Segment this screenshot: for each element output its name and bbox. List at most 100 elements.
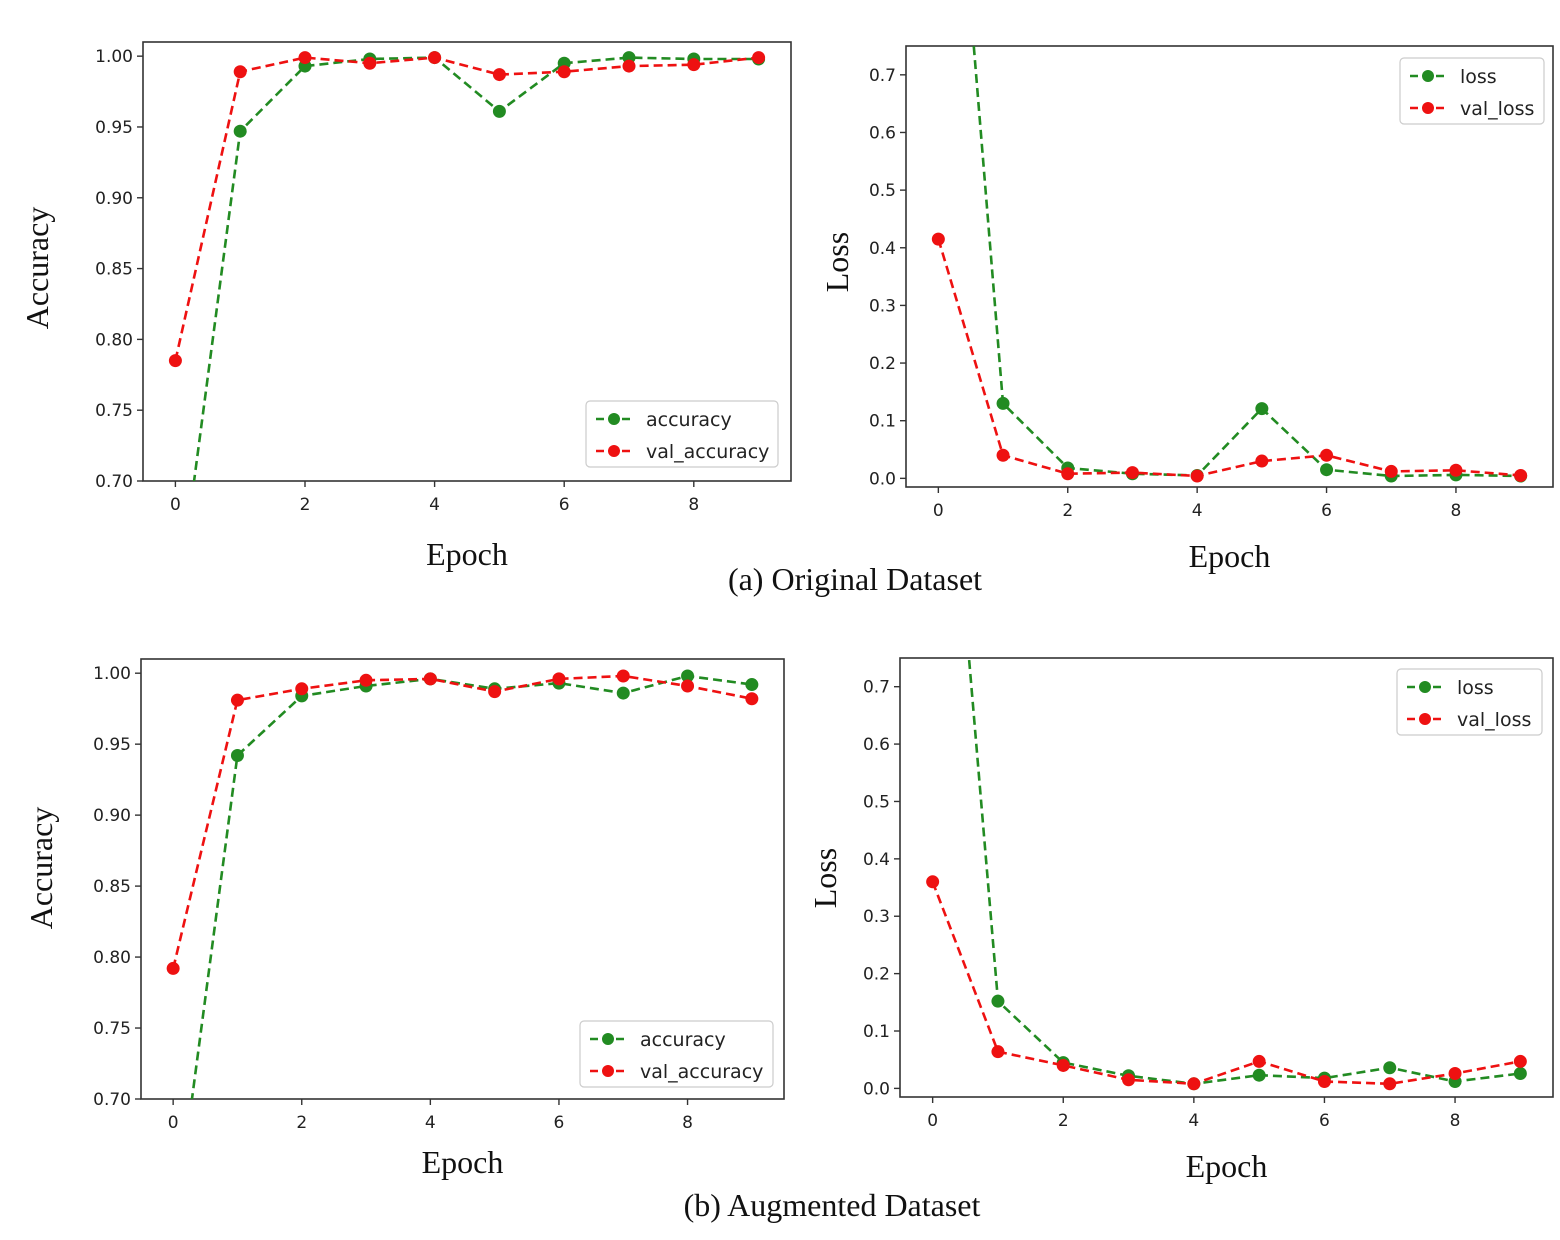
x-tick-label: 8 xyxy=(682,1113,693,1133)
point-val_loss xyxy=(1383,1077,1397,1091)
series-group xyxy=(926,221,1527,1091)
y-tick-label: 0.2 xyxy=(869,354,896,374)
x-tick-label: 4 xyxy=(425,1113,436,1133)
y-tick-label: 0.70 xyxy=(93,1090,131,1110)
x-axis-label: Epoch xyxy=(422,1144,504,1180)
point-val_loss xyxy=(926,875,940,889)
point-accuracy xyxy=(681,669,695,683)
point-accuracy xyxy=(169,616,182,629)
point-val_loss xyxy=(1320,448,1334,462)
point-val_accuracy xyxy=(428,51,442,65)
y-tick-label: 0.3 xyxy=(869,296,896,316)
legend-label: accuracy xyxy=(646,409,732,431)
legend-label: val_loss xyxy=(1457,709,1531,731)
point-val_loss xyxy=(1384,464,1398,478)
point-val_accuracy xyxy=(363,56,377,70)
legend: accuracy val_accuracy xyxy=(579,1020,774,1088)
chart-b-loss: 0.0 0.1 0.2 0.3 0.4 0.5 0.6 0.7 0 2 4 6 8 Epoch Loss lo… xyxy=(807,221,1554,1184)
y-tick-label: 0.75 xyxy=(93,1019,131,1039)
y-tick-label: 1.00 xyxy=(95,47,133,67)
y-tick-label: 0.7 xyxy=(869,66,896,86)
x-tick-label: 8 xyxy=(688,495,699,515)
y-tick-label: 0.1 xyxy=(863,1022,890,1042)
point-val_loss xyxy=(1125,466,1139,480)
point-val_loss xyxy=(1513,1054,1527,1068)
point-val_accuracy xyxy=(233,65,247,79)
x-tick-label: 4 xyxy=(1192,501,1203,521)
legend-box xyxy=(585,400,779,468)
x-tick-label: 6 xyxy=(554,1113,565,1133)
y-tick-label: 0.85 xyxy=(95,260,133,280)
x-axis-label: Epoch xyxy=(1189,538,1271,574)
point-val_accuracy xyxy=(492,68,506,82)
y-axis-label: Accuracy xyxy=(23,807,59,930)
point-val_loss xyxy=(1061,467,1075,481)
y-tick-label: 0.0 xyxy=(863,1079,890,1099)
point-loss xyxy=(1383,1061,1397,1075)
x-tick-label: 8 xyxy=(1450,1111,1461,1131)
series-line-val_accuracy xyxy=(174,56,759,361)
point-val_loss xyxy=(1252,1054,1266,1068)
x-axis-label: Epoch xyxy=(1186,1148,1268,1184)
point-val_loss xyxy=(1448,1066,1462,1080)
caption-b: (b) Augmented Dataset xyxy=(684,1187,981,1223)
point-val_loss xyxy=(1187,1077,1201,1091)
x-tick-label: 0 xyxy=(168,1113,179,1133)
y-axis-label: Loss xyxy=(807,848,843,908)
legend: loss val_loss xyxy=(1396,668,1543,736)
y-tick-label: 0.2 xyxy=(863,965,890,985)
x-tick-label: 6 xyxy=(559,495,570,515)
point-val_accuracy xyxy=(359,673,373,687)
point-val_accuracy xyxy=(166,961,180,975)
caption-a: (a) Original Dataset xyxy=(728,561,982,597)
point-val_accuracy xyxy=(681,679,695,693)
legend-label: accuracy xyxy=(640,1029,726,1051)
point-val_loss xyxy=(931,232,945,246)
point-val_loss xyxy=(991,1045,1005,1059)
chart-a-accuracy: 0.70 0.75 0.80 0.85 0.90 0.95 1.00 0 2 4 6 8 Epoch Ac… xyxy=(19,41,792,629)
y-tick-label: 0.90 xyxy=(95,189,133,209)
legend-swatch-marker xyxy=(1419,713,1431,725)
y-axis-label: Accuracy xyxy=(19,207,55,330)
legend-swatch-marker xyxy=(1422,102,1434,114)
x-tick-label: 4 xyxy=(429,495,440,515)
x-tick-label: 2 xyxy=(300,495,311,515)
x-tick-label: 6 xyxy=(1319,1111,1330,1131)
x-tick-label: 8 xyxy=(1451,501,1462,521)
x-tick-label: 0 xyxy=(170,495,181,515)
point-val_loss xyxy=(1255,454,1269,468)
point-loss xyxy=(926,221,939,234)
legend-label: val_loss xyxy=(1460,98,1534,120)
point-accuracy xyxy=(167,1234,180,1240)
legend: accuracy val_accuracy xyxy=(585,400,779,468)
y-tick-label: 0.5 xyxy=(863,792,890,812)
point-loss xyxy=(1252,1068,1266,1082)
legend-label: loss xyxy=(1460,66,1497,88)
y-tick-label: 0.3 xyxy=(863,907,890,927)
y-tick-label: 0.70 xyxy=(95,472,133,492)
point-val_accuracy xyxy=(552,672,566,686)
y-tick-label: 0.85 xyxy=(93,877,131,897)
legend-swatch-marker xyxy=(608,445,620,457)
point-loss xyxy=(1320,463,1334,477)
point-val_accuracy xyxy=(295,682,309,696)
legend-label: val_accuracy xyxy=(640,1061,763,1083)
legend-box xyxy=(579,1020,774,1088)
x-tick-label: 0 xyxy=(927,1111,938,1131)
point-val_loss xyxy=(1190,469,1204,483)
x-tick-label: 2 xyxy=(1062,501,1073,521)
legend-label: val_accuracy xyxy=(646,441,769,463)
point-val_accuracy xyxy=(557,65,571,79)
y-tick-label: 0.1 xyxy=(869,412,896,432)
chart-b-accuracy: 0.70 0.75 0.80 0.85 0.90 0.95 1.00 0 2 4 6 8 Epoch Ac… xyxy=(23,658,785,1240)
point-val_accuracy xyxy=(423,672,437,686)
point-val_loss xyxy=(1514,468,1528,482)
plot-frame xyxy=(142,41,792,482)
series-group xyxy=(166,669,759,1240)
point-accuracy xyxy=(230,749,244,763)
y-tick-label: 1.00 xyxy=(93,664,131,684)
point-val_loss xyxy=(1317,1075,1331,1089)
plot-frame xyxy=(905,45,1554,488)
point-val_accuracy xyxy=(745,692,759,706)
